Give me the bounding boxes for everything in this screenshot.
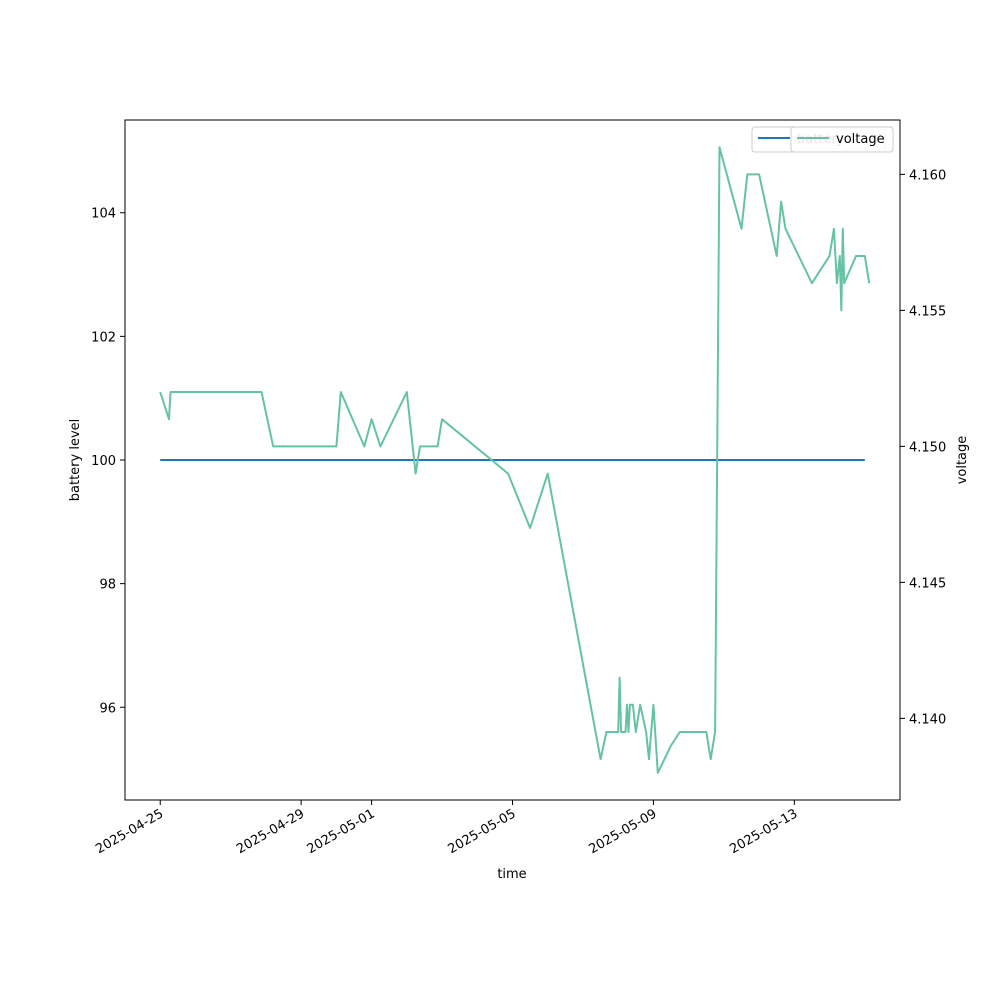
left-tick-label: 98 (99, 578, 116, 593)
legend-voltage-label: voltage (836, 132, 885, 147)
right-tick-label: 4.150 (909, 440, 946, 455)
right-tick-label: 4.155 (909, 304, 946, 319)
x-tick-label: 2025-05-13 (727, 806, 800, 857)
left-tick-label: 100 (91, 454, 116, 469)
x-tick-label: 2025-05-09 (586, 806, 659, 857)
x-tick-label: 2025-05-05 (446, 806, 519, 857)
plot-lines (159, 146, 871, 774)
legend-voltage: voltage (790, 126, 894, 153)
x-tick-label: 2025-05-01 (305, 806, 378, 857)
x-axis-title: time (497, 867, 526, 882)
left-tick-label: 102 (91, 330, 116, 345)
x-tick-label: 2025-04-25 (93, 806, 166, 857)
left-tick-label: 96 (99, 701, 116, 716)
right-tick-label: 4.145 (909, 576, 946, 591)
left-axis-title: battery level (68, 419, 83, 502)
x-tick-label: 2025-04-29 (234, 806, 307, 857)
right-tick-label: 4.160 (909, 168, 946, 183)
right-axis-ticks: 4.140 4.145 4.150 4.155 4.160 (900, 168, 946, 727)
left-axis-ticks: 96 98 100 102 104 (91, 207, 125, 716)
right-axis-title: voltage (955, 436, 970, 485)
right-tick-label: 4.140 (909, 712, 946, 727)
series-line-voltage (159, 146, 871, 774)
left-tick-label: 104 (91, 207, 116, 222)
